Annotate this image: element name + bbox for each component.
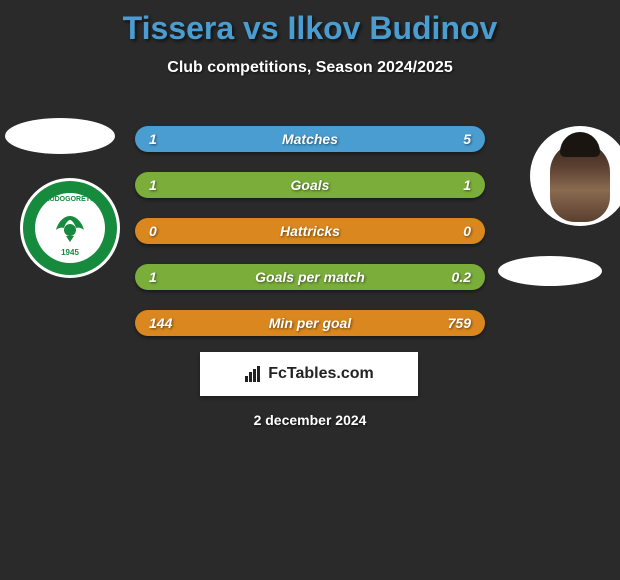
stat-right-value: 5 <box>463 131 471 147</box>
stat-row-goals-per-match: 1 Goals per match 0.2 <box>135 264 485 290</box>
stat-label: Hattricks <box>280 223 340 239</box>
club-badge-inner: LUDOGORETS 1945 <box>35 193 105 263</box>
stat-left-value: 1 <box>149 131 157 147</box>
club-badge-right-placeholder <box>498 256 602 286</box>
stat-right-value: 1 <box>463 177 471 193</box>
stat-label: Goals <box>291 177 330 193</box>
stat-left-value: 144 <box>149 315 172 331</box>
stat-left-value: 0 <box>149 223 157 239</box>
stat-right-value: 0.2 <box>452 269 471 285</box>
date-label: 2 december 2024 <box>254 412 367 428</box>
stat-right-value: 759 <box>448 315 471 331</box>
stat-label: Goals per match <box>255 269 365 285</box>
stat-label: Matches <box>282 131 338 147</box>
subtitle: Club competitions, Season 2024/2025 <box>0 59 620 77</box>
stat-label: Min per goal <box>269 315 351 331</box>
player-left-avatar-placeholder <box>5 118 115 154</box>
club-badge-left: LUDOGORETS 1945 <box>20 178 120 278</box>
brand-text: FcTables.com <box>244 365 374 383</box>
eagle-icon <box>50 208 90 248</box>
club-name: LUDOGORETS <box>45 196 94 203</box>
stat-row-goals: 1 Goals 1 <box>135 172 485 198</box>
stat-row-matches: 1 Matches 5 <box>135 126 485 152</box>
stat-row-min-per-goal: 144 Min per goal 759 <box>135 310 485 336</box>
club-year: 1945 <box>61 248 79 257</box>
stat-right-value: 0 <box>463 223 471 239</box>
player-face-placeholder <box>550 142 610 222</box>
bar-chart-icon <box>244 366 264 382</box>
stat-left-value: 1 <box>149 177 157 193</box>
player-right-avatar <box>530 126 620 226</box>
stat-row-hattricks: 0 Hattricks 0 <box>135 218 485 244</box>
stat-left-value: 1 <box>149 269 157 285</box>
brand-box[interactable]: FcTables.com <box>200 352 418 396</box>
brand-label: FcTables.com <box>268 365 374 383</box>
page-title: Tissera vs Ilkov Budinov <box>0 0 620 47</box>
stats-container: 1 Matches 5 1 Goals 1 0 Hattricks 0 1 Go… <box>135 126 485 356</box>
